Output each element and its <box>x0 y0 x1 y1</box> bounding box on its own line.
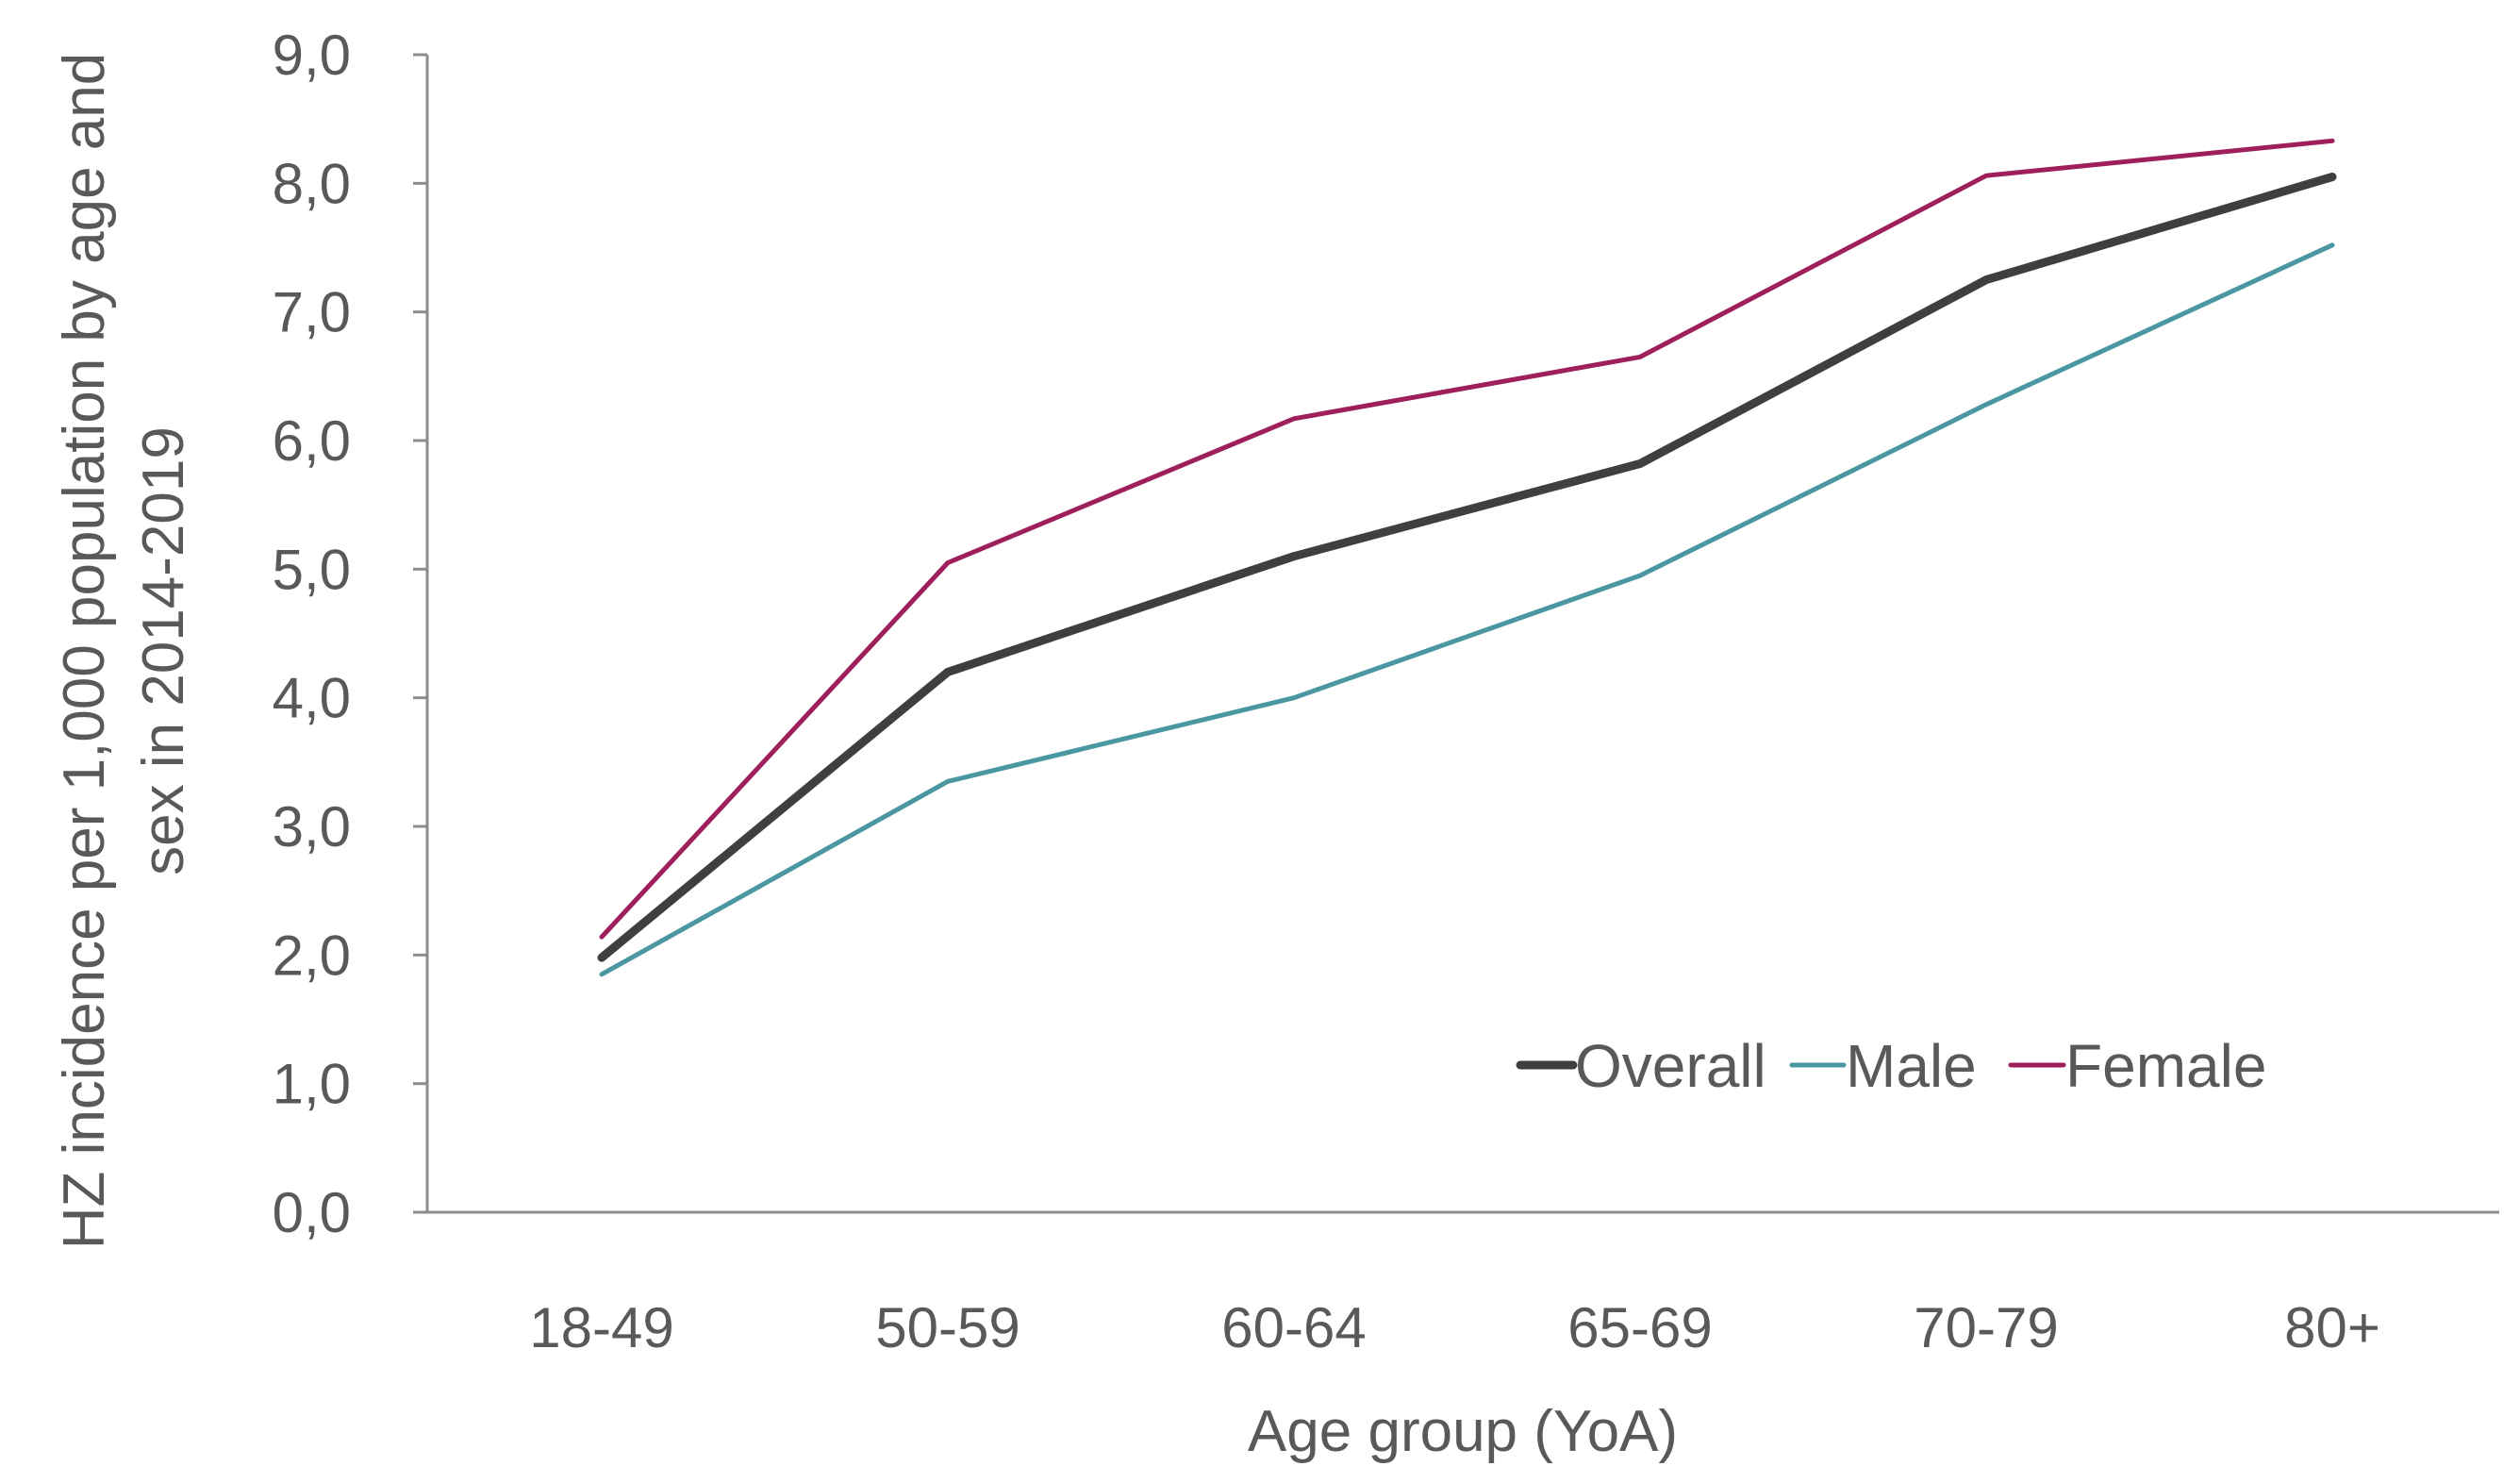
y-tick-label: 4,0 <box>273 667 351 730</box>
x-tick-label: 18-49 <box>529 1296 673 1359</box>
y-ticks <box>413 53 427 1214</box>
y-tick-labels: 0,0 1,0 2,0 3,0 4,0 5,0 6,0 7,0 8,0 9,0 <box>273 24 351 1244</box>
y-tick-label: 3,0 <box>273 795 351 858</box>
axes: 0,0 1,0 2,0 3,0 4,0 5,0 6,0 7,0 8,0 9,0 18-49 50-5… <box>273 24 2499 1359</box>
legend-item-overall: Overall <box>1516 1032 1766 1100</box>
legend: Overall Male Female <box>1516 1032 2266 1100</box>
x-tick-labels: 18-49 50-59 60-64 65-69 70-79 80+ <box>529 1296 2380 1359</box>
y-tick-label: 5,0 <box>273 538 351 601</box>
legend-label: Male <box>1846 1032 1977 1100</box>
legend-item-male: Male <box>1789 1032 1977 1100</box>
x-tick-label: 60-64 <box>1221 1296 1366 1359</box>
y-tick-label: 8,0 <box>273 152 351 215</box>
legend-label: Female <box>2065 1032 2266 1100</box>
y-axis-title-line-1: HZ incidence per 1,000 population by age… <box>52 53 117 1249</box>
x-axis-title: Age group (YoA) <box>1248 1399 1678 1464</box>
y-axis-title-line-2: sex in 2014-2019 <box>131 426 196 875</box>
series-line-male <box>599 242 2335 977</box>
y-tick-label: 6,0 <box>273 409 351 473</box>
legend-item-female: Female <box>2008 1032 2266 1100</box>
x-tick-label: 70-79 <box>1914 1296 2058 1359</box>
legend-label: Overall <box>1575 1032 1766 1100</box>
y-tick-label: 9,0 <box>273 24 351 87</box>
x-tick-label: 65-69 <box>1567 1296 1712 1359</box>
y-tick-label: 7,0 <box>273 281 351 344</box>
y-axis-title: HZ incidence per 1,000 population by age… <box>52 53 196 1249</box>
series-lines <box>597 138 2337 977</box>
series-line-overall <box>597 173 2337 962</box>
y-tick-label: 1,0 <box>273 1053 351 1116</box>
y-tick-label: 0,0 <box>273 1181 351 1244</box>
x-tick-label: 50-59 <box>875 1296 1020 1359</box>
y-tick-label: 2,0 <box>273 924 351 987</box>
series-line-female <box>599 138 2335 940</box>
x-tick-label: 80+ <box>2284 1296 2380 1359</box>
